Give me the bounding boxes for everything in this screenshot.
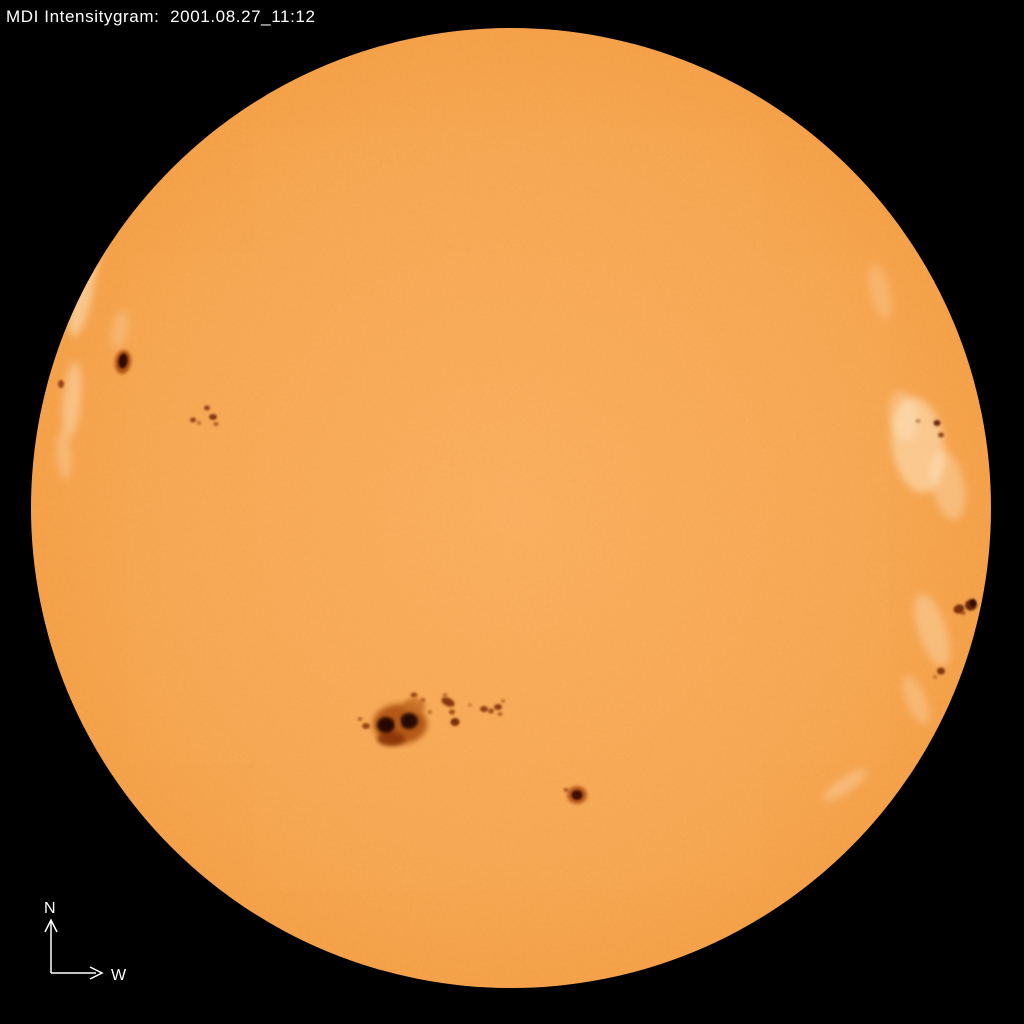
sunspot bbox=[190, 417, 196, 423]
sunspot bbox=[213, 422, 219, 426]
north-label: N bbox=[44, 900, 56, 917]
sunspot bbox=[494, 704, 502, 710]
sunspot bbox=[563, 788, 569, 792]
facula-patch bbox=[891, 397, 945, 493]
sunspot bbox=[933, 675, 937, 679]
facula-patch bbox=[888, 390, 918, 440]
sunspot bbox=[410, 692, 418, 698]
west-arrowhead-icon bbox=[89, 966, 104, 980]
sunspot bbox=[933, 420, 941, 426]
west-label: W bbox=[111, 967, 127, 984]
sunspot bbox=[357, 717, 363, 721]
sunspot bbox=[480, 706, 488, 712]
sunspot bbox=[395, 717, 401, 729]
facula-patch bbox=[902, 675, 930, 725]
sunspot bbox=[970, 599, 976, 607]
sunspot bbox=[377, 717, 395, 733]
sunspot bbox=[960, 611, 966, 615]
sunspot bbox=[915, 419, 921, 423]
sunspot-layer bbox=[58, 350, 977, 804]
orientation-compass: N W bbox=[44, 900, 127, 984]
sunspot bbox=[403, 698, 425, 714]
sunspot bbox=[938, 432, 944, 438]
sunspot bbox=[362, 723, 370, 729]
facula-patch bbox=[56, 430, 72, 480]
sunspot bbox=[197, 421, 201, 425]
sunspot bbox=[501, 699, 505, 703]
sunspot bbox=[58, 380, 64, 388]
facula-patch bbox=[62, 362, 82, 438]
north-arrowhead-icon bbox=[44, 918, 58, 933]
sunspot bbox=[442, 693, 448, 697]
sunspot bbox=[937, 667, 945, 675]
sunspot bbox=[428, 710, 432, 714]
sunspot bbox=[209, 414, 217, 420]
facula-patch bbox=[111, 310, 129, 350]
sunspot bbox=[497, 712, 503, 716]
sunspot bbox=[449, 709, 455, 715]
facula-patch bbox=[930, 450, 966, 520]
facula-patch bbox=[914, 593, 950, 667]
facula-patch bbox=[823, 769, 867, 801]
facula-patch bbox=[868, 264, 892, 320]
sunspot bbox=[441, 697, 455, 707]
sunspot bbox=[450, 718, 460, 726]
sunspot bbox=[377, 732, 405, 746]
sunspot bbox=[420, 698, 426, 702]
sunspot bbox=[118, 353, 128, 369]
image-title: MDI Intensitygram: 2001.08.27_11:12 bbox=[6, 7, 316, 26]
sunspot bbox=[400, 713, 418, 729]
sunspot bbox=[204, 405, 210, 411]
sunspot bbox=[488, 708, 494, 714]
sunspot bbox=[468, 703, 472, 707]
sunspot bbox=[571, 790, 583, 800]
